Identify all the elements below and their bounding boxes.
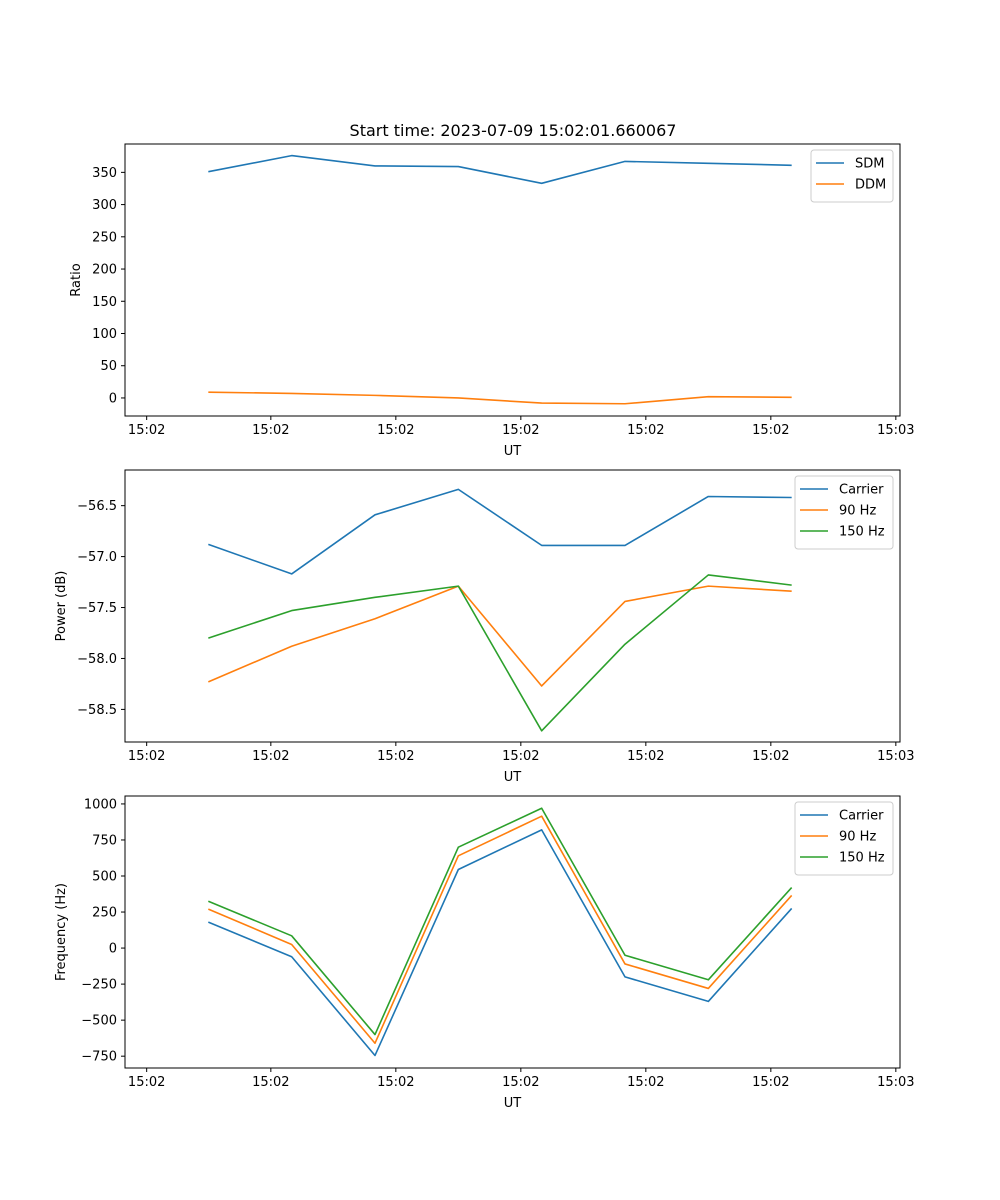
x-axis-label: UT xyxy=(504,444,522,459)
series-line-ddm xyxy=(208,391,792,405)
legend: SDM DDM xyxy=(810,149,894,203)
y-tick-label: 350 xyxy=(92,166,117,181)
y-tick-label: 750 xyxy=(92,833,117,848)
x-tick-label: 15:03 xyxy=(877,1075,914,1090)
series-line-carrier xyxy=(208,488,792,575)
legend-label: SDM xyxy=(855,157,884,172)
legend-label: DDM xyxy=(855,178,886,193)
y-tick-label: −57.0 xyxy=(77,550,117,565)
y-tick-label: 1000 xyxy=(84,797,117,812)
y-tick-label: 250 xyxy=(92,230,117,245)
x-tick-label: 15:03 xyxy=(877,423,914,438)
y-tick-label: 100 xyxy=(92,327,117,342)
x-tick-label: 15:02 xyxy=(627,1075,664,1090)
x-tick-label: 15:02 xyxy=(252,749,289,764)
series-line-150-hz xyxy=(208,574,792,732)
y-tick-label: 250 xyxy=(92,906,117,921)
y-tick-label: 500 xyxy=(92,870,117,885)
x-tick-label: 15:02 xyxy=(627,749,664,764)
axes-2: 15:02 15:02 15:02 15:02 15:02 15:02 15:03 −58.5… xyxy=(54,469,915,785)
y-axis-label: Frequency (Hz) xyxy=(54,883,69,981)
legend-label: 150 Hz xyxy=(839,525,885,540)
y-tick-label: 300 xyxy=(92,198,117,213)
x-tick-label: 15:02 xyxy=(752,1075,789,1090)
series-line-carrier xyxy=(208,829,793,1057)
axes-container: 15:02 15:02 15:02 15:02 15:02 15:02 15:03 0 50 10… xyxy=(54,143,915,1111)
y-tick-label: 0 xyxy=(109,391,117,406)
axes-frame xyxy=(124,469,901,743)
x-tick-label: 15:02 xyxy=(377,749,414,764)
legend-label: Carrier xyxy=(839,483,884,498)
x-tick-label: 15:02 xyxy=(752,749,789,764)
figure-title: Start time: 2023-07-09 15:02:01.660067 xyxy=(350,121,677,140)
x-tick-label: 15:02 xyxy=(377,423,414,438)
y-tick-label: −56.5 xyxy=(77,499,117,514)
x-tick-label: 15:02 xyxy=(252,1075,289,1090)
x-tick-label: 15:02 xyxy=(128,423,165,438)
x-tick-label: 15:02 xyxy=(502,749,539,764)
series-line-90-hz xyxy=(208,585,792,687)
y-tick-label: 200 xyxy=(92,263,117,278)
axes-3: 15:02 15:02 15:02 15:02 15:02 15:02 15:03 −750 −… xyxy=(54,795,915,1111)
x-tick-label: 15:02 xyxy=(502,423,539,438)
y-tick-label: −58.0 xyxy=(77,652,117,667)
y-tick-label: −57.5 xyxy=(77,601,117,616)
y-tick-label: 0 xyxy=(109,942,117,957)
y-tick-label: −58.5 xyxy=(77,703,117,718)
legend-label: 90 Hz xyxy=(839,830,876,845)
y-tick-label: 50 xyxy=(100,359,117,374)
axes-frame xyxy=(124,795,901,1069)
y-tick-label: −500 xyxy=(81,1014,117,1029)
legend-label: Carrier xyxy=(839,809,884,824)
x-tick-label: 15:02 xyxy=(252,423,289,438)
x-tick-label: 15:02 xyxy=(627,423,664,438)
x-tick-label: 15:02 xyxy=(128,749,165,764)
x-tick-label: 15:02 xyxy=(502,1075,539,1090)
y-tick-label: −250 xyxy=(81,978,117,993)
y-axis-label: Power (dB) xyxy=(54,571,69,642)
x-axis-label: UT xyxy=(504,770,522,785)
series-line-sdm xyxy=(208,154,792,185)
axes-frame xyxy=(124,143,901,417)
x-tick-label: 15:02 xyxy=(377,1075,414,1090)
x-tick-label: 15:03 xyxy=(877,749,914,764)
series-line-150-hz xyxy=(208,807,793,1036)
y-tick-label: 150 xyxy=(92,295,117,310)
legend-label: 150 Hz xyxy=(839,851,885,866)
x-axis-label: UT xyxy=(504,1096,522,1111)
y-tick-label: −750 xyxy=(81,1050,117,1065)
x-tick-label: 15:02 xyxy=(128,1075,165,1090)
legend: Carrier 90 Hz 150 Hz xyxy=(794,475,894,550)
legend: Carrier 90 Hz 150 Hz xyxy=(794,801,894,876)
series-line-90-hz xyxy=(208,815,793,1045)
axes-1: 15:02 15:02 15:02 15:02 15:02 15:02 15:03 0 50 10… xyxy=(69,143,915,459)
legend-label: 90 Hz xyxy=(839,504,876,519)
y-axis-label: Ratio xyxy=(69,263,84,296)
x-tick-label: 15:02 xyxy=(752,423,789,438)
